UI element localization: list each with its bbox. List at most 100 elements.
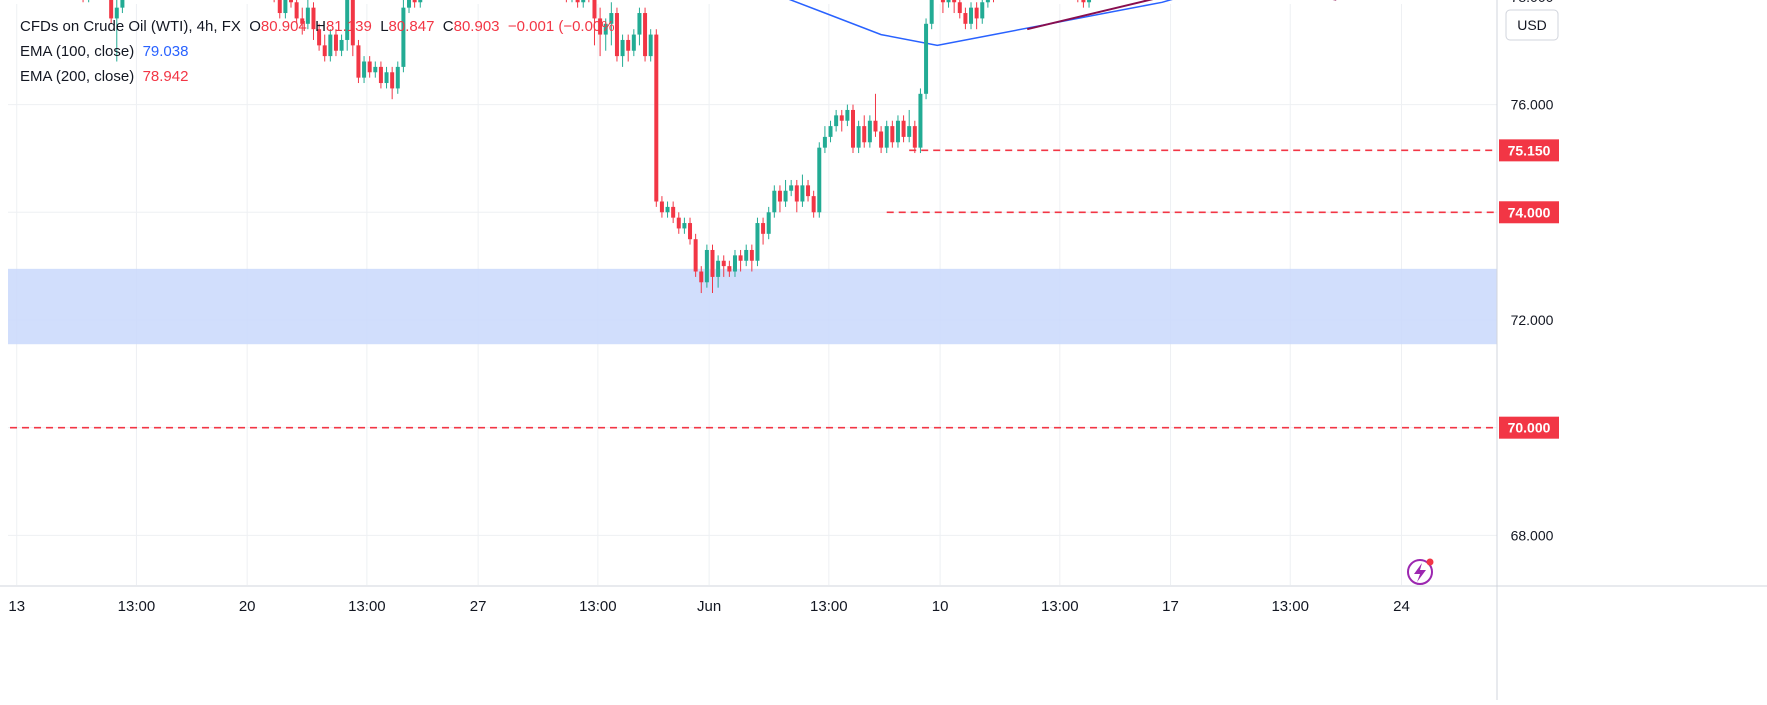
candle-body	[603, 23, 608, 35]
candle-body	[749, 249, 754, 261]
candle	[283, 0, 288, 19]
candle	[384, 66, 389, 89]
candle-body	[834, 115, 839, 127]
candle-body	[929, 0, 934, 24]
close-label: C	[442, 18, 454, 35]
candle-body	[839, 115, 844, 121]
x-tick-label: 20	[239, 598, 256, 615]
symbol-title[interactable]: CFDs on Crude Oil (WTI), 4h, FX	[20, 18, 241, 35]
candle-body	[676, 217, 681, 229]
candle-body	[716, 260, 721, 277]
candle-body	[659, 201, 664, 213]
candle-body	[918, 93, 923, 148]
candle	[716, 255, 721, 288]
candle	[407, 0, 412, 14]
lightning-icon-dot	[1426, 558, 1434, 566]
candle-body	[614, 13, 619, 57]
candle	[273, 0, 275, 3]
candle	[643, 7, 648, 62]
x-tick-label: 24	[1393, 598, 1410, 615]
candle	[300, 7, 305, 35]
x-tick-label: 13:00	[1041, 598, 1079, 615]
candle-body	[356, 45, 361, 78]
candle	[901, 115, 906, 143]
candle	[294, 0, 299, 24]
candle-body	[688, 223, 693, 240]
candle	[565, 0, 567, 3]
candle-body	[817, 147, 822, 213]
x-tick-label: 13:00	[118, 598, 156, 615]
candle	[620, 34, 625, 67]
candle	[665, 201, 670, 218]
symbol-ohlc-row: CFDs on Crude Oil (WTI), 4h, FX O80.904 …	[20, 14, 620, 39]
candle-body	[412, 0, 417, 3]
candle-body	[895, 120, 900, 143]
candle-body	[969, 7, 974, 24]
ema100-label: EMA (100, close)	[20, 43, 135, 60]
open-value: 80.904	[260, 18, 307, 35]
currency-box	[1505, 9, 1559, 41]
x-tick-label: 13:00	[348, 598, 386, 615]
candle	[772, 185, 777, 218]
lightning-icon[interactable]	[1407, 558, 1434, 585]
candle	[704, 244, 709, 288]
candle	[333, 29, 338, 57]
candle	[851, 104, 855, 154]
candle-body	[322, 45, 327, 57]
support-zone	[8, 268, 1497, 345]
level-tag	[1499, 201, 1559, 224]
candle-body	[912, 126, 917, 148]
price-axis-bg	[1497, 0, 1567, 700]
candle	[373, 61, 378, 78]
candle-body	[328, 34, 333, 57]
candle	[766, 206, 771, 240]
low-value: 80.847	[388, 18, 435, 35]
candle	[311, 2, 316, 40]
candle	[794, 179, 799, 213]
low-label: L	[380, 18, 389, 35]
candle-body	[648, 34, 653, 57]
y-tick-label: 68.000	[1511, 527, 1554, 543]
candle-body	[738, 255, 743, 261]
candle-body	[901, 120, 906, 137]
candle-body	[362, 61, 367, 78]
candle-body	[783, 190, 788, 202]
candle	[890, 120, 895, 148]
candle	[727, 260, 732, 277]
candle	[571, 0, 573, 3]
candle-body	[384, 72, 389, 84]
candle-body	[120, 0, 125, 8]
candle	[985, 0, 990, 8]
candle-body	[744, 249, 749, 261]
candle	[648, 29, 653, 62]
candle-body	[890, 126, 895, 143]
high-value: 81.139	[325, 18, 372, 35]
candle	[828, 120, 833, 143]
candle	[1077, 0, 1079, 3]
candle-body	[395, 66, 400, 89]
candle	[626, 34, 631, 62]
open-label: O	[249, 18, 261, 35]
candle-body	[339, 39, 344, 51]
time-axis[interactable]: 13 13:00 20 13:00 27 13:00 Jun 13:00 10 13:00 17 13…	[8, 598, 1409, 615]
candle-body	[856, 126, 861, 148]
candle	[834, 109, 839, 132]
candle-body	[879, 131, 884, 148]
currency-label: USD	[1517, 17, 1547, 33]
candle-body	[693, 239, 698, 272]
candle-body	[407, 0, 412, 8]
ema100-legend-row[interactable]: EMA (100, close) 79.038	[20, 39, 620, 64]
candle	[682, 217, 687, 234]
candle-body	[643, 13, 648, 57]
candle	[907, 109, 912, 143]
candle-body	[598, 18, 603, 35]
candle	[974, 2, 979, 30]
candle	[924, 18, 929, 100]
ema200-legend-row[interactable]: EMA (200, close) 78.942	[20, 64, 620, 89]
y-tick-label: 76.000	[1511, 97, 1554, 113]
candle	[328, 29, 333, 62]
candle-body	[811, 196, 816, 213]
